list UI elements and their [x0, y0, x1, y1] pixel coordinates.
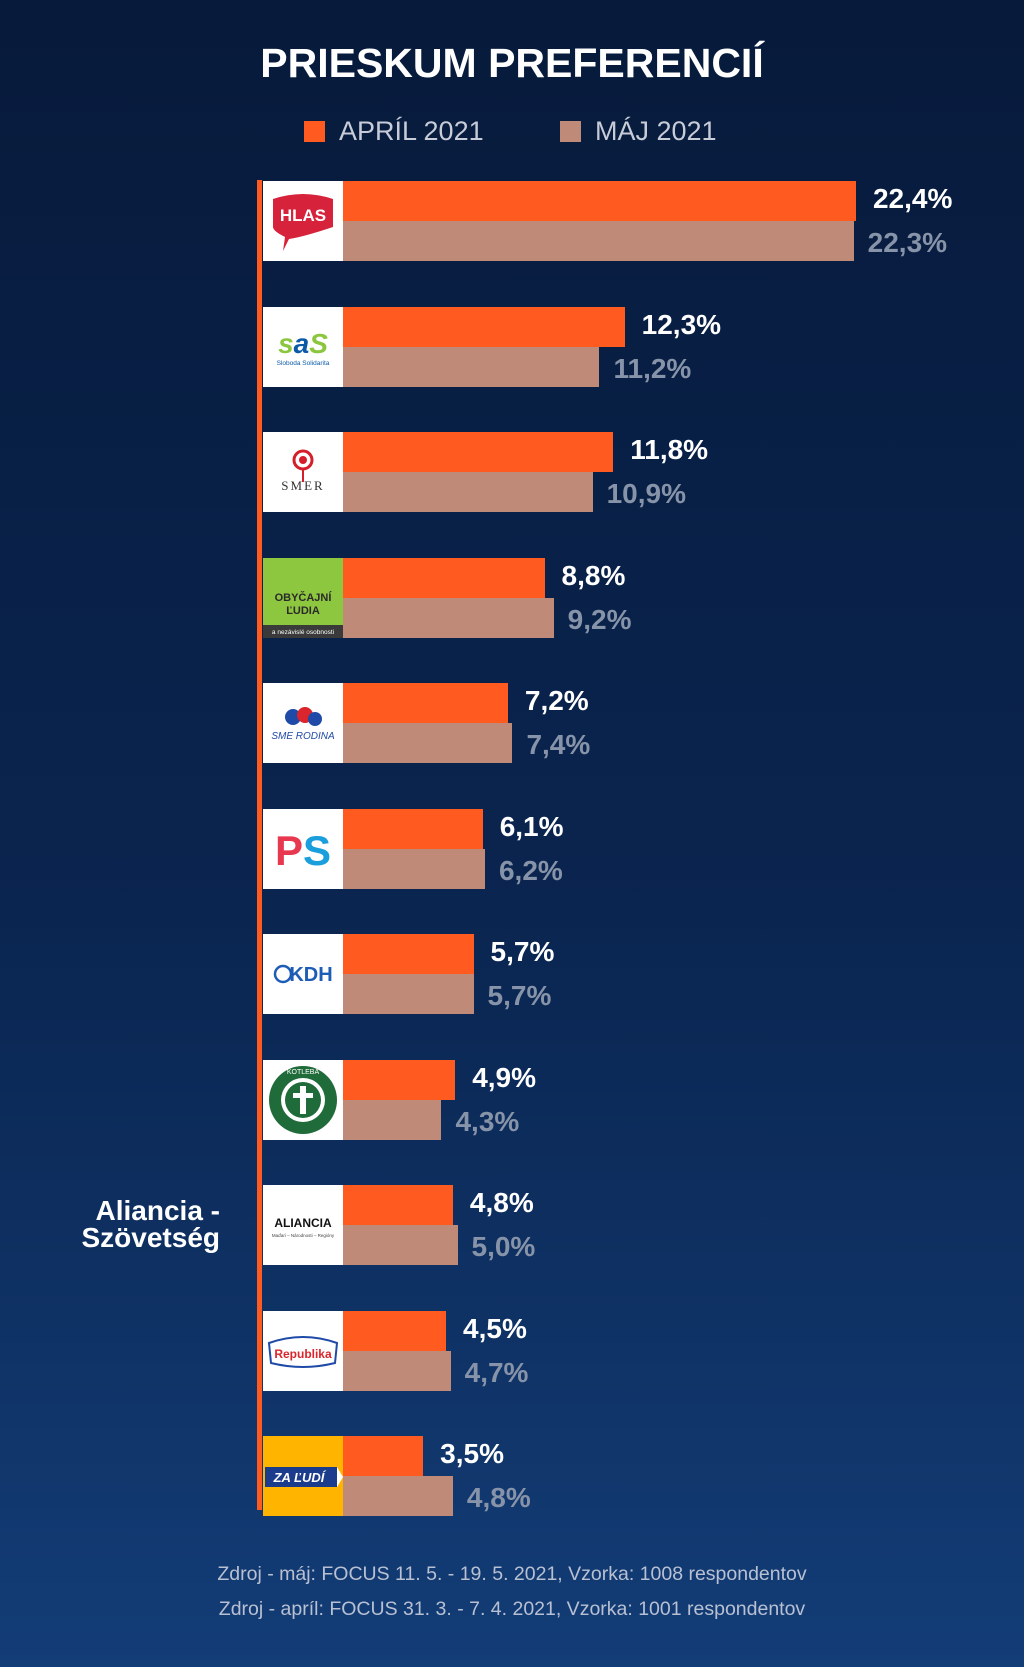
- svg-text:a nezávislé osobnosti: a nezávislé osobnosti: [272, 629, 334, 636]
- party-label-aliancia-szovetseg: Aliancia - Szövetség: [81, 1195, 221, 1253]
- bar-april-lsns: [343, 1059, 456, 1100]
- bar-april-republika: [343, 1310, 447, 1351]
- svg-text:SMER: SMER: [281, 478, 324, 493]
- legend-swatch-maj: [560, 120, 581, 142]
- axis-line: [257, 180, 262, 1510]
- svg-text:Sloboda Solidarita: Sloboda Solidarita: [277, 360, 330, 367]
- bar-april-za-ludi: [343, 1436, 424, 1476]
- bar-maj-smer-sd: [343, 472, 593, 512]
- legend-label-april: APRÍL 2021: [339, 115, 484, 146]
- chart-title: PRIESKUM PREFERENCIÍ: [260, 40, 764, 86]
- smer-logo: SMER: [263, 432, 343, 512]
- bar-april-kdh: [343, 934, 474, 974]
- value-label-maj-sas: 11,2%: [613, 352, 692, 384]
- bar-maj-ps: [343, 848, 485, 889]
- svg-text:ZA ĽUDÍ: ZA ĽUDÍ: [273, 1470, 327, 1485]
- svg-text:Maďari – Národnosti – Regióny: Maďari – Národnosti – Regióny: [272, 1233, 335, 1238]
- svg-text:HLAS: HLAS: [280, 206, 326, 225]
- svg-text:Republika: Republika: [274, 1347, 332, 1361]
- republika-logo: Republika: [263, 1310, 343, 1391]
- legend-item-april: APRÍL 2021: [304, 114, 484, 148]
- svg-text:ALIANCIA: ALIANCIA: [274, 1216, 332, 1230]
- value-label-maj-sme-rodina: 7,4%: [526, 729, 591, 760]
- value-label-maj-smer-sd: 10,9%: [606, 478, 687, 509]
- svg-text:ĽUDIA: ĽUDIA: [286, 605, 320, 617]
- value-label-maj-za-ludi: 4,8%: [466, 1482, 531, 1513]
- bar-maj-sas: [343, 346, 600, 387]
- bar-maj-republika: [343, 1350, 451, 1391]
- bar-april-aliancia-szovetseg: [343, 1185, 453, 1225]
- legend-item-maj: MÁJ 2021: [560, 114, 717, 148]
- value-label-april-ps: 6,1%: [499, 810, 564, 842]
- olano-logo: OBYČAJNÍ ĽUDIA a nezávislé osobnosti: [263, 557, 343, 638]
- bar-maj-hlas-sd: [343, 221, 854, 261]
- lsns-logo: KOTLEBA: [263, 1059, 343, 1140]
- source-note-april: Zdroj - apríl: FOCUS 31. 3. - 7. 4. 2021…: [218, 1598, 806, 1620]
- bar-april-smer-sd: [343, 432, 614, 472]
- legend-label-maj: MÁJ 2021: [595, 115, 717, 146]
- value-label-maj-aliancia-szovetseg: 5,0%: [471, 1231, 536, 1262]
- bar-april-sme-rodina: [343, 683, 508, 723]
- value-label-maj-hlas-sd: 22,3%: [867, 227, 948, 258]
- source-note-maj: Zdroj - máj: FOCUS 11. 5. - 19. 5. 2021,…: [217, 1563, 807, 1585]
- bar-maj-za-ludi: [343, 1476, 453, 1516]
- svg-text:OBYČAJNÍ: OBYČAJNÍ: [275, 591, 333, 604]
- za-ludi-logo: ZA ĽUDÍ: [263, 1436, 343, 1516]
- bar-april-sas: [343, 306, 625, 347]
- value-label-april-hlas-sd: 22,4%: [872, 183, 953, 214]
- bar-april-hlas-sd: [343, 181, 856, 221]
- hlas-logo: HLAS: [263, 181, 343, 261]
- legend-swatch-april: [304, 120, 325, 142]
- ps-logo: PS: [263, 808, 343, 889]
- value-label-april-za-ludi: 3,5%: [440, 1438, 504, 1469]
- value-label-april-lsns: 4,9%: [472, 1061, 537, 1093]
- sme-rodina-logo: SME RODINA: [263, 683, 343, 763]
- bar-maj-sme-rodina: [343, 723, 513, 763]
- bar-april-olano: [343, 557, 545, 598]
- value-label-maj-olano: 9,2%: [567, 603, 632, 635]
- value-label-april-republika: 4,5%: [463, 1312, 527, 1344]
- value-label-maj-lsns: 4,3%: [455, 1105, 520, 1137]
- value-label-april-sas: 12,3%: [641, 308, 722, 340]
- bar-april-ps: [343, 808, 483, 849]
- svg-text:KOTLEBA: KOTLEBA: [287, 1069, 320, 1076]
- bar-maj-olano: [343, 597, 554, 638]
- value-label-april-kdh: 5,7%: [490, 936, 555, 967]
- bar-maj-kdh: [343, 974, 474, 1014]
- value-label-april-smer-sd: 11,8%: [630, 434, 709, 465]
- bar-maj-lsns: [343, 1099, 442, 1140]
- value-label-maj-republika: 4,7%: [464, 1356, 529, 1388]
- value-label-maj-ps: 6,2%: [498, 854, 563, 886]
- svg-text:KDH: KDH: [289, 964, 332, 986]
- svg-text:SME RODINA: SME RODINA: [271, 731, 335, 742]
- svg-text:saS: saS: [278, 328, 328, 359]
- value-label-april-sme-rodina: 7,2%: [524, 685, 589, 716]
- kdh-logo: KDH: [263, 934, 343, 1014]
- aliancia-logo: ALIANCIA Maďari – Národnosti – Regióny: [263, 1185, 343, 1265]
- value-label-april-aliancia-szovetseg: 4,8%: [469, 1187, 534, 1218]
- value-label-april-olano: 8,8%: [561, 559, 626, 591]
- bar-maj-aliancia-szovetseg: [343, 1225, 458, 1265]
- sas-logo: saS Sloboda Solidarita: [263, 306, 343, 387]
- svg-text:PS: PS: [275, 827, 331, 874]
- value-label-maj-kdh: 5,7%: [487, 980, 552, 1011]
